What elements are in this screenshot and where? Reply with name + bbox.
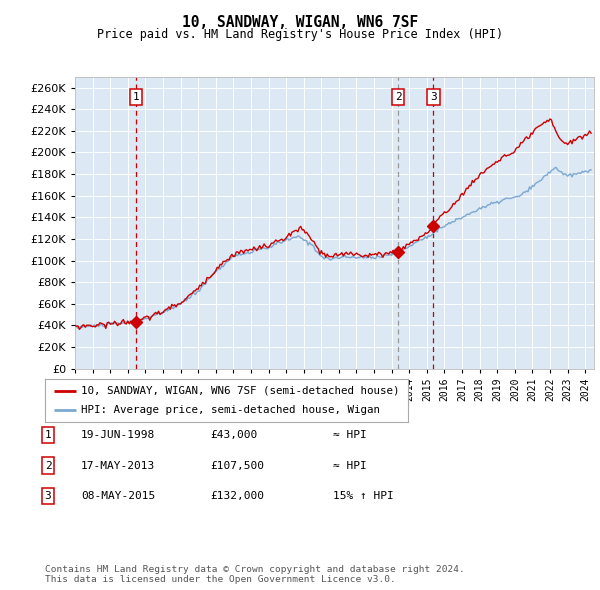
Text: Contains HM Land Registry data © Crown copyright and database right 2024.
This d: Contains HM Land Registry data © Crown c… bbox=[45, 565, 465, 584]
Text: £132,000: £132,000 bbox=[210, 491, 264, 501]
Text: ≈ HPI: ≈ HPI bbox=[333, 461, 367, 470]
Text: 3: 3 bbox=[44, 491, 52, 501]
Text: 17-MAY-2013: 17-MAY-2013 bbox=[81, 461, 155, 470]
Text: ≈ HPI: ≈ HPI bbox=[333, 430, 367, 440]
Text: 2: 2 bbox=[395, 92, 401, 102]
Text: 15% ↑ HPI: 15% ↑ HPI bbox=[333, 491, 394, 501]
Text: 1: 1 bbox=[44, 430, 52, 440]
Text: 19-JUN-1998: 19-JUN-1998 bbox=[81, 430, 155, 440]
Text: 08-MAY-2015: 08-MAY-2015 bbox=[81, 491, 155, 501]
Text: 2: 2 bbox=[44, 461, 52, 470]
Text: 10, SANDWAY, WIGAN, WN6 7SF: 10, SANDWAY, WIGAN, WN6 7SF bbox=[182, 15, 418, 30]
Text: £43,000: £43,000 bbox=[210, 430, 257, 440]
Text: £107,500: £107,500 bbox=[210, 461, 264, 470]
Text: 1: 1 bbox=[133, 92, 139, 102]
Text: 10, SANDWAY, WIGAN, WN6 7SF (semi-detached house): 10, SANDWAY, WIGAN, WN6 7SF (semi-detach… bbox=[82, 386, 400, 396]
Text: 3: 3 bbox=[430, 92, 437, 102]
Text: HPI: Average price, semi-detached house, Wigan: HPI: Average price, semi-detached house,… bbox=[82, 405, 380, 415]
Text: Price paid vs. HM Land Registry's House Price Index (HPI): Price paid vs. HM Land Registry's House … bbox=[97, 28, 503, 41]
